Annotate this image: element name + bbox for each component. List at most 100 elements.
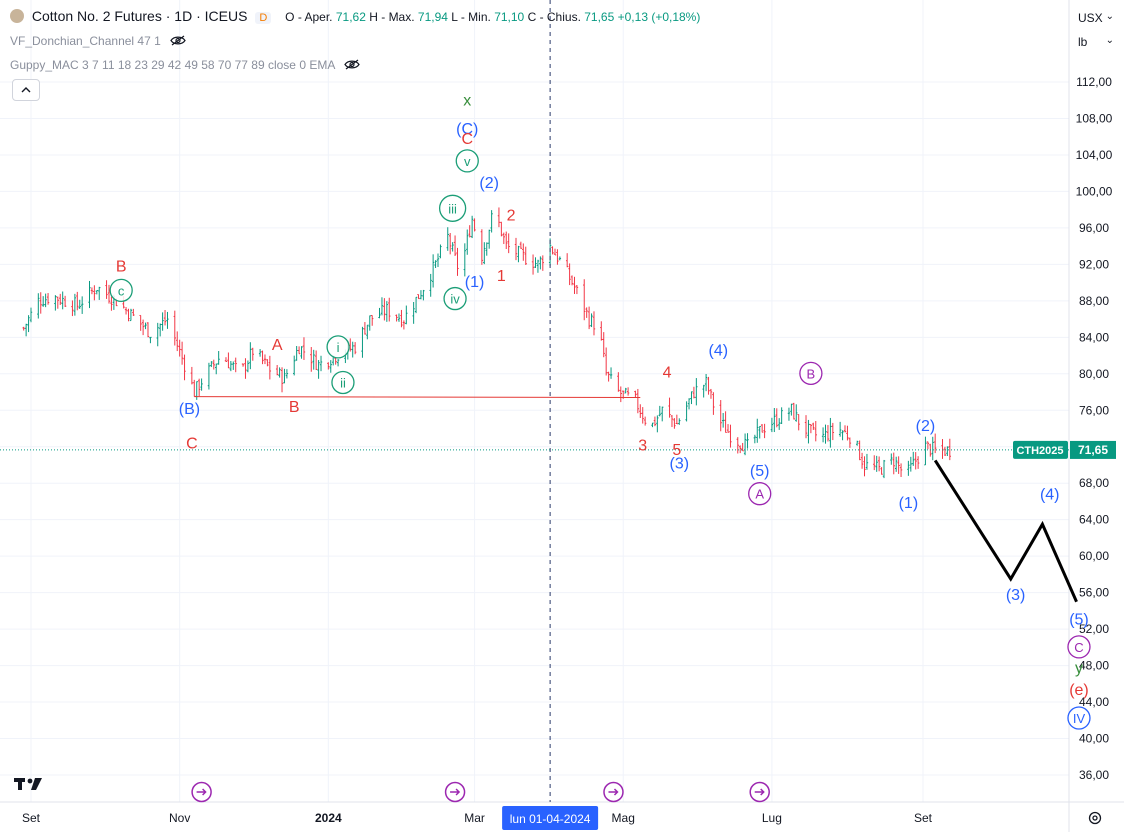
indicator-guppy[interactable]: Guppy_MAC 3 7 11 18 23 29 42 49 58 70 77… (10, 58, 360, 72)
candle (877, 456, 881, 472)
candle (473, 218, 476, 232)
candle (400, 309, 403, 328)
wave-label-circle (799, 361, 823, 385)
x-tick-label: Mar (464, 811, 485, 825)
ohlc-label: O - Aper. (285, 10, 336, 24)
candle (882, 459, 886, 479)
candle (44, 293, 47, 308)
candle (412, 301, 415, 324)
candle (251, 347, 254, 361)
candle (90, 287, 94, 295)
symbol-legend: Cotton No. 2 Futures · 1D · ICEUS D O - … (10, 8, 700, 24)
candle (466, 229, 469, 255)
candle (522, 243, 525, 261)
candle (463, 243, 467, 277)
wave-label-text: (3) (1006, 587, 1026, 604)
candle (234, 357, 237, 373)
candle (743, 433, 747, 456)
candle (641, 407, 644, 424)
candle (275, 364, 279, 376)
indicator-donchian[interactable]: VF_Donchian_Channel 47 1 (10, 34, 186, 48)
replay-marker[interactable] (749, 781, 770, 803)
candle (310, 347, 313, 372)
candle (899, 463, 903, 478)
wave-label-text: 3 (638, 437, 647, 454)
candle (485, 242, 488, 256)
candle (41, 296, 45, 307)
candle (933, 433, 937, 454)
tradingview-logo-icon[interactable] (14, 776, 46, 792)
wave-label-text: C (1074, 640, 1083, 655)
gear-icon[interactable] (1087, 810, 1103, 826)
candle (602, 332, 605, 358)
y-tick-label: 44,00 (1079, 695, 1109, 709)
candle (741, 442, 744, 452)
candle (178, 339, 181, 357)
candle (912, 451, 915, 466)
candle (653, 416, 657, 427)
candle (158, 323, 162, 337)
candle (690, 391, 693, 405)
symbol-title[interactable]: Cotton No. 2 Futures · 1D · ICEUS (31, 8, 248, 24)
collapse-legend-button[interactable] (12, 79, 40, 101)
wave-label-text: (B) (179, 401, 200, 418)
wave-label: C (461, 131, 473, 148)
wave-label: (1) (899, 495, 919, 512)
ohlc-value: 71,10 (494, 10, 528, 24)
x-tick-label: Set (22, 811, 41, 825)
candle (780, 407, 783, 424)
candle (436, 253, 440, 267)
y-tick-label: 36,00 (1079, 768, 1109, 782)
wave-label-text: (5) (750, 463, 770, 480)
candle (285, 369, 289, 379)
candle (71, 300, 74, 317)
candle (63, 295, 67, 307)
candle (946, 446, 949, 457)
unit-select[interactable]: lb ⌄ (1072, 32, 1120, 52)
candle (829, 417, 832, 448)
replay-marker[interactable] (444, 781, 466, 803)
candle (675, 414, 679, 425)
replay-marker[interactable] (191, 781, 212, 803)
ohlc-value: 71,65 (584, 10, 618, 24)
candle (873, 455, 876, 471)
candle (931, 436, 934, 461)
candle (417, 294, 420, 300)
candle (431, 254, 435, 288)
candle (568, 263, 571, 286)
wave-label: (2) (479, 175, 499, 192)
delay-badge-label: D (259, 12, 268, 24)
wave-label-text: iv (450, 292, 460, 307)
wave-label-text: C (461, 131, 473, 148)
candle (317, 360, 320, 379)
candle (729, 424, 732, 448)
candle (227, 352, 230, 369)
candle (541, 255, 545, 271)
x-tick-label: Set (914, 811, 933, 825)
candle (821, 427, 825, 443)
candle (843, 425, 847, 433)
currency-select[interactable]: USX ⌄ (1072, 8, 1120, 28)
eye-off-icon[interactable] (344, 59, 360, 70)
chevron-up-icon (21, 87, 31, 93)
y-tick-label: 100,00 (1076, 184, 1113, 198)
candle (261, 350, 264, 365)
y-tick-label: 40,00 (1079, 732, 1109, 746)
wave-label: 5 (672, 442, 681, 459)
y-tick-label: 52,00 (1079, 622, 1109, 636)
candle (807, 419, 810, 444)
replay-marker[interactable] (603, 781, 624, 803)
candle (173, 310, 176, 346)
y-tick-label: 76,00 (1079, 403, 1109, 417)
wave-label: (5) (1069, 612, 1089, 629)
candle (943, 446, 947, 457)
candle (293, 355, 296, 376)
candle (536, 259, 540, 273)
wave-label-circle (748, 482, 772, 506)
candle (483, 242, 486, 265)
candle (687, 398, 691, 410)
eye-off-icon[interactable] (170, 35, 186, 46)
candle (385, 301, 389, 322)
